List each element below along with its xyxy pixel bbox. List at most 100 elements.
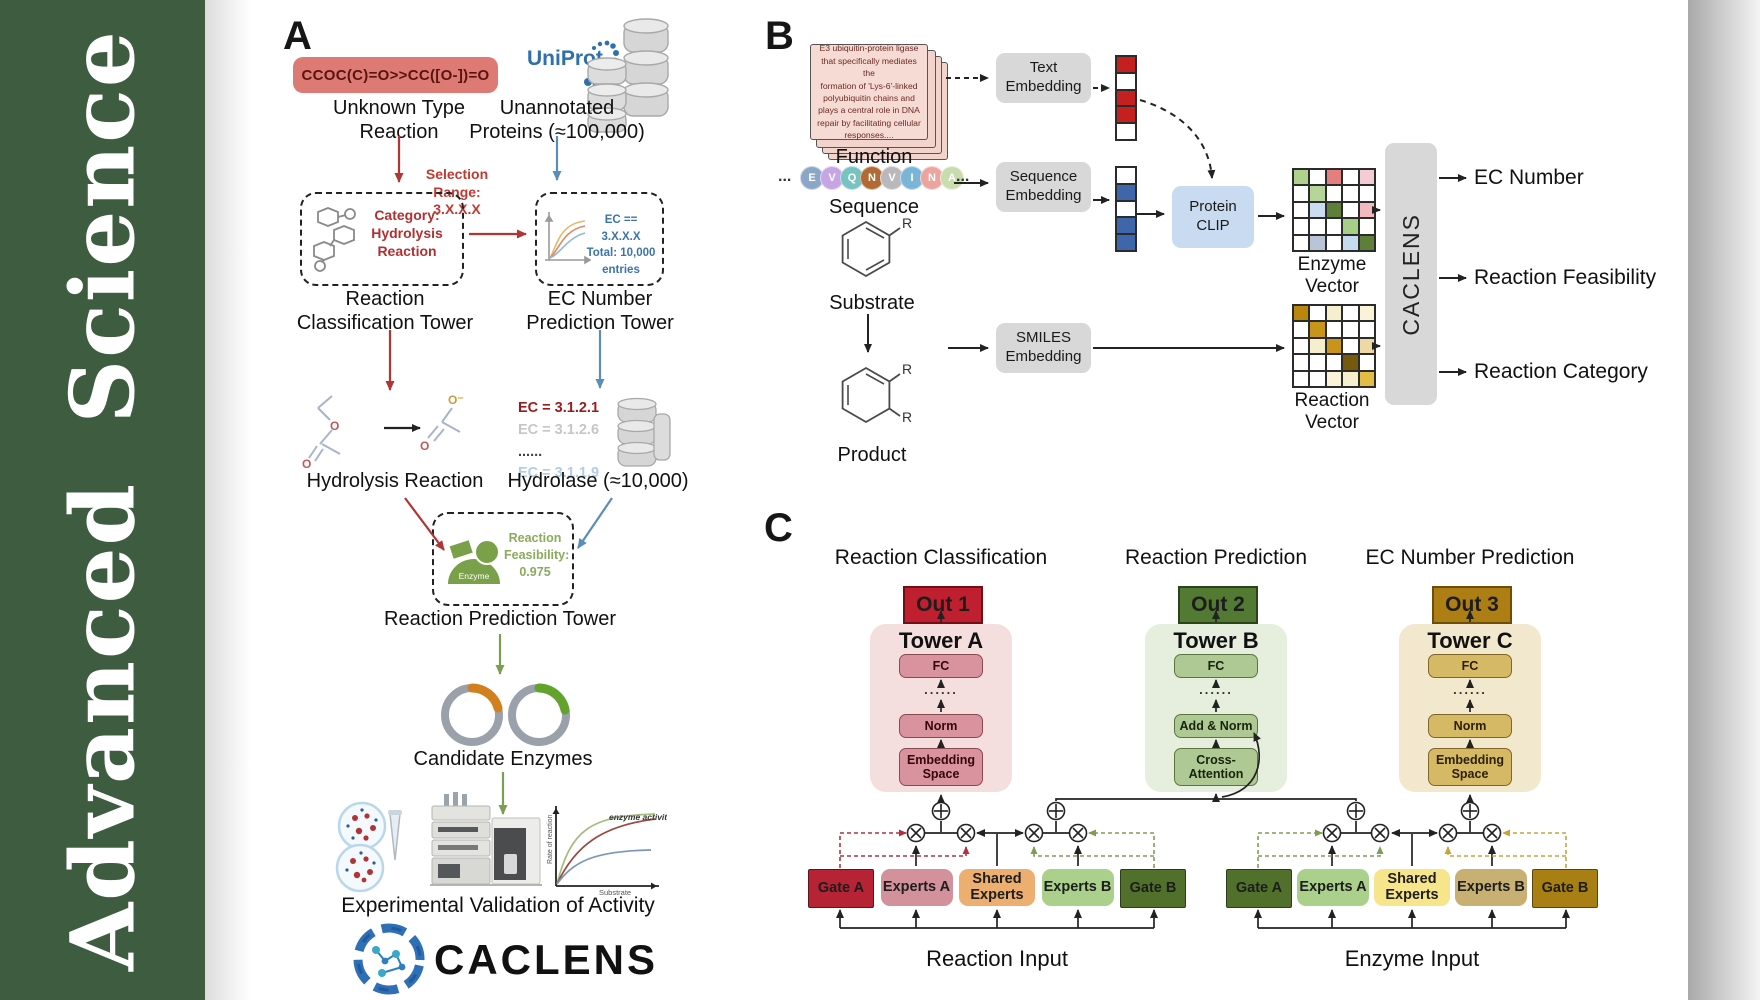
grid-cell: [1294, 186, 1309, 201]
r-group-label: R: [902, 409, 912, 425]
tower-b-dots: ......: [1199, 682, 1233, 697]
grid-cell: [1310, 186, 1325, 201]
ec-list-item: ......: [518, 443, 543, 460]
substrate-label: Substrate: [829, 292, 915, 314]
molecule-scribble-icon: [313, 207, 356, 272]
grid-cell: [1343, 186, 1358, 201]
grid-cell: [1343, 219, 1358, 234]
grid-cell: [1117, 201, 1135, 217]
petri-dish-icon: [335, 801, 402, 893]
out-3-box: Out 3: [1432, 586, 1512, 624]
reaction-experts-row: Gate A Experts A Shared Experts Experts B Ga…: [808, 869, 1186, 908]
experimental-validation-label: Experimental Validation of Activity: [341, 894, 655, 917]
grid-cell: [1343, 338, 1358, 354]
reaction-input-label: Reaction Input: [926, 946, 1068, 971]
database-icon: [584, 18, 669, 133]
enzyme-activity-curve-label: enzyme activity: [609, 812, 667, 822]
tower-a-name: Tower A: [898, 628, 984, 653]
reaction-classification-title: Reaction Classification: [834, 546, 1048, 569]
grid-cell: [1343, 322, 1358, 337]
grid-cell: [1343, 371, 1358, 386]
tower-a-embedding-block: Embedding Space: [899, 748, 983, 786]
hydrolysis-reaction-label: Hydrolysis Reaction: [306, 470, 484, 492]
gating-nodes: [906, 801, 1502, 843]
text-embedding-vector: [1115, 55, 1137, 141]
sequence-embedding-vector: [1115, 166, 1137, 252]
svg-text:O: O: [330, 419, 339, 433]
grid-cell: [1310, 202, 1325, 218]
grid-cell: [1310, 371, 1325, 386]
grid-cell: [1326, 219, 1342, 234]
experts-b-reaction: Experts B: [1041, 869, 1114, 906]
grid-cell: [1359, 170, 1374, 185]
grid-cell: [1294, 202, 1309, 218]
grid-cell: [1359, 219, 1374, 234]
gate-a-enzyme: Gate A: [1226, 869, 1292, 908]
enzyme-vector-grid: [1292, 168, 1376, 252]
grid-cell: [1359, 371, 1374, 386]
shared-experts-reaction: Shared Experts: [959, 869, 1035, 906]
out-1-box: Out 1: [903, 586, 983, 624]
output-reaction-feasibility: Reaction Feasibility: [1474, 266, 1657, 289]
amino-acid-circle: A: [940, 166, 964, 190]
grid-cell: [1326, 306, 1342, 321]
smiles-reaction-box: CCOC(C)=O>>CC([O-])=O: [293, 57, 498, 93]
grid-cell: [1359, 235, 1374, 250]
hydrolysis-reaction-structures: O O O⁻ O: [302, 393, 464, 471]
hplc-instrument-icon: [430, 792, 542, 886]
svg-text:O: O: [420, 439, 429, 453]
r-group-label: R: [902, 218, 912, 231]
grid-cell: [1310, 170, 1325, 185]
tower-b-fc-block: FC: [1174, 654, 1258, 678]
smiles-embedding-box: SMILES Embedding: [996, 323, 1091, 373]
panel-b-label: B: [765, 14, 794, 58]
ec-number-prediction-title: EC Number Prediction: [1365, 546, 1575, 569]
plasmid-icons: [441, 683, 570, 746]
rate-of-reaction-axis-label: Rate of reaction: [547, 814, 554, 864]
grid-cell: [1310, 322, 1325, 337]
experts-a-enzyme: Experts A: [1297, 869, 1369, 906]
caclens-wordmark: CACLENS: [434, 936, 659, 983]
smiles-text: CCOC(C)=O>>CC([O-])=O: [301, 66, 490, 84]
output-reaction-category: Reaction Category: [1474, 360, 1648, 383]
grid-cell: [1294, 355, 1309, 370]
grid-cell: [1359, 322, 1374, 337]
grid-cell: [1117, 57, 1135, 72]
grid-cell: [1310, 306, 1325, 321]
grid-cell: [1117, 73, 1135, 89]
ec-list-item: EC = 3.1.2.1: [518, 400, 600, 416]
tower-a-fc-block: FC: [899, 654, 983, 678]
page-shadow-left: [205, 0, 250, 1000]
product-structure: R R: [841, 362, 912, 425]
hydrolase-label: Hydrolase (≈10,000): [507, 470, 689, 492]
grid-cell: [1310, 338, 1325, 354]
svg-text:O: O: [302, 457, 311, 471]
page-edge-right: [1688, 0, 1760, 1000]
caclens-logo-icon: [353, 923, 425, 995]
grid-cell: [1294, 306, 1309, 321]
tower-b-name: Tower B: [1173, 628, 1259, 653]
grid-cell: [1359, 338, 1374, 354]
tower-a-container: Tower A FC ...... Norm Embedding Space: [870, 624, 1012, 792]
tower-c-norm-block: Norm: [1428, 714, 1512, 738]
grid-cell: [1343, 170, 1358, 185]
candidate-enzymes-label: Candidate Enzymes: [413, 748, 593, 770]
grid-cell: [1343, 306, 1358, 321]
grid-cell: [1326, 338, 1342, 354]
grid-cell: [1343, 355, 1358, 370]
substrate-axis-label: Substrate: [599, 888, 631, 897]
grid-cell: [1326, 371, 1342, 386]
curves-plot-icon: [544, 212, 591, 265]
shared-experts-enzyme: Shared Experts: [1374, 869, 1450, 906]
ec-filter-box: [535, 192, 664, 286]
grid-cell: [1310, 235, 1325, 250]
grid-cell: [1310, 355, 1325, 370]
grid-cell: [1117, 218, 1135, 234]
enzyme-input-label: Enzyme Input: [1344, 946, 1480, 971]
enzyme-vector-label: Enzyme Vector: [1297, 254, 1367, 297]
grid-cell: [1326, 235, 1342, 250]
journal-sidebar: Advanced Science: [0, 0, 205, 1000]
ec-number-prediction-tower-label: EC Number Prediction Tower: [526, 288, 674, 334]
